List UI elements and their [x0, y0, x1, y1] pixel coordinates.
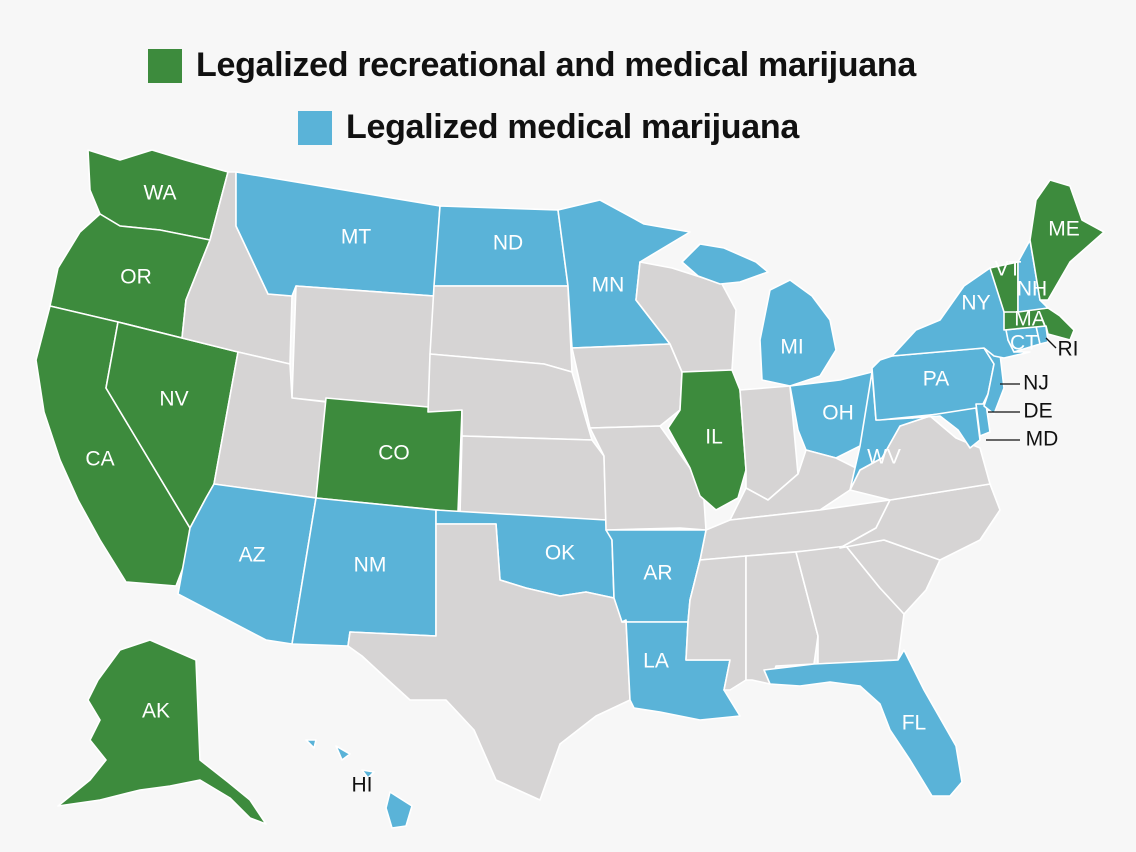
legend-medical: Legalized medical marijuana — [298, 108, 799, 147]
label-MN: MN — [592, 274, 625, 297]
label-IL: IL — [705, 426, 723, 449]
label-ND: ND — [493, 232, 523, 255]
label-NY: NY — [961, 292, 990, 315]
label-OR: OR — [120, 266, 152, 289]
label-FL: FL — [902, 712, 927, 735]
state-NH — [1017, 239, 1049, 313]
label-NV: NV — [159, 388, 188, 411]
state-NJ — [983, 347, 1005, 415]
label-PA: PA — [923, 368, 949, 391]
label-LA: LA — [643, 650, 669, 673]
state-ME — [1029, 179, 1105, 301]
state-IA — [571, 343, 683, 429]
state-NC — [839, 483, 1001, 561]
label-WV: WV — [867, 446, 901, 469]
label-CT: CT — [1010, 332, 1038, 355]
state-HI — [305, 739, 413, 829]
state-MI-up — [681, 243, 769, 285]
state-IL — [667, 369, 747, 511]
label-MA: MA — [1014, 308, 1046, 331]
legend-swatch-medical — [298, 110, 332, 145]
label-DE: DE — [1023, 400, 1052, 423]
leader-RI — [1045, 337, 1057, 349]
state-MT — [235, 171, 441, 297]
state-DE — [975, 403, 991, 437]
state-TX — [347, 523, 631, 801]
state-MA — [1003, 307, 1075, 341]
label-WA: WA — [143, 182, 176, 205]
label-CA: CA — [85, 448, 114, 471]
label-AR: AR — [643, 562, 672, 585]
state-AK — [57, 639, 267, 825]
label-NH: NH — [1017, 278, 1047, 301]
label-CO: CO — [378, 442, 410, 465]
state-MI — [759, 279, 837, 387]
legend-recreational: Legalized recreational and medical marij… — [148, 46, 916, 85]
state-WY — [291, 285, 435, 413]
label-NJ: NJ — [1023, 372, 1049, 395]
label-AZ: AZ — [239, 544, 266, 567]
label-MI: MI — [780, 336, 803, 359]
legend-swatch-recreational — [148, 48, 182, 83]
legend-label-medical: Legalized medical marijuana — [346, 108, 799, 146]
label-NM: NM — [354, 554, 387, 577]
label-RI: RI — [1058, 338, 1079, 361]
label-ME: ME — [1048, 218, 1080, 241]
legend-label-recreational: Legalized recreational and medical marij… — [196, 46, 916, 84]
state-FL — [763, 649, 963, 797]
label-HI: HI — [352, 774, 373, 797]
label-MD: MD — [1026, 428, 1059, 451]
label-OK: OK — [545, 542, 575, 565]
label-MT: MT — [341, 226, 371, 249]
label-OH: OH — [822, 402, 854, 425]
state-KS — [459, 435, 607, 521]
label-AK: AK — [142, 700, 170, 723]
label-VT: VT — [995, 258, 1022, 281]
